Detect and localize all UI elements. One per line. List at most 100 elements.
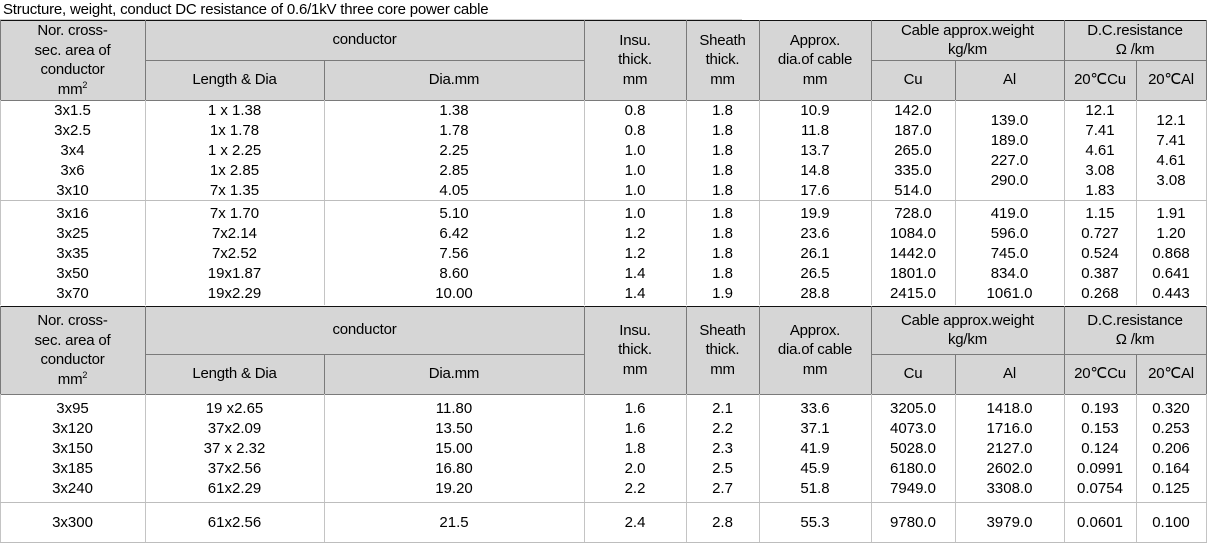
header-line: thick. (706, 50, 740, 70)
table-cell: 19.9 (759, 204, 871, 224)
row-divider (0, 394, 1207, 395)
column-divider (0, 306, 1, 394)
table-cell: 2.7 (686, 479, 759, 499)
column-divider (871, 306, 872, 394)
table-cell: 0.153 (1064, 419, 1136, 439)
header-line: mm2 (58, 370, 87, 390)
table-cell: 19x2.29 (145, 284, 324, 304)
table-cell: 728.0 (871, 204, 955, 224)
table-cell: 12.1 (1064, 101, 1136, 121)
header-weight: Cable approx.weight kg/km (871, 20, 1064, 60)
column-divider (584, 306, 585, 394)
table-cell: 10.9 (759, 101, 871, 121)
table-cell: 2127.0 (955, 439, 1064, 459)
header-line: Ω /km (1116, 40, 1155, 60)
table-cell: 3x25 (0, 224, 145, 244)
table-cell: 3x50 (0, 264, 145, 284)
header-line: dia.of cable (778, 50, 852, 70)
table-cell: 2.2 (584, 479, 686, 499)
table-cell: 0.727 (1064, 224, 1136, 244)
table-cell: 1061.0 (955, 284, 1064, 304)
column-divider (686, 100, 687, 200)
header-conductor: conductor (145, 306, 584, 354)
table-cell: 3x16 (0, 204, 145, 224)
table-cell: 7x 1.35 (145, 181, 324, 201)
table-cell: 596.0 (955, 224, 1064, 244)
header-line: Approx. (790, 321, 840, 341)
table-cell: 1.91 (1136, 204, 1206, 224)
table-cell: 0.125 (1136, 479, 1206, 499)
table-cell: 514.0 (871, 181, 955, 201)
table-cell: 0.0754 (1064, 479, 1136, 499)
header-line: sec. area of (35, 41, 111, 61)
table-cell: 5.10 (324, 204, 584, 224)
column-divider (145, 503, 146, 542)
header-line: Approx. (790, 31, 840, 51)
header-cu: Cu (871, 60, 955, 100)
table-cell: 41.9 (759, 439, 871, 459)
table-cell: 0.524 (1064, 244, 1136, 264)
header-line: mm (710, 70, 735, 90)
table-cell: 1.8 (686, 224, 759, 244)
table-cell: 0.100 (1136, 513, 1206, 533)
table-cell: 9780.0 (871, 513, 955, 533)
table-cell: 1801.0 (871, 264, 955, 284)
table-cell: 1.4 (584, 284, 686, 304)
column-divider (0, 503, 1, 542)
header-line: Nor. cross- (37, 311, 107, 331)
header-line: mm2 (58, 80, 87, 100)
table-cell: 1.0 (584, 141, 686, 161)
table-cell: 1.8 (686, 204, 759, 224)
column-divider (871, 503, 872, 542)
column-divider (145, 394, 146, 502)
table-cell: 0.206 (1136, 439, 1206, 459)
header-line: Ω /km (1116, 330, 1155, 350)
column-divider (584, 100, 585, 200)
table-cell: 2.0 (584, 459, 686, 479)
table-cell: 2.2 (686, 419, 759, 439)
column-divider (871, 20, 872, 100)
table-cell: 2.8 (686, 513, 759, 533)
header-line: dia.of cable (778, 340, 852, 360)
table-cell: 3979.0 (955, 513, 1064, 533)
table-cell: 7x2.52 (145, 244, 324, 264)
table-cell: 33.6 (759, 399, 871, 419)
table-cell: 11.80 (324, 399, 584, 419)
header-res-al: 20℃Al (1136, 60, 1206, 100)
table-cell: 4073.0 (871, 419, 955, 439)
header-resistance: D.C.resistance Ω /km (1064, 20, 1206, 60)
table-cell: 7.41 (1064, 121, 1136, 141)
table-cell: 1.78 (324, 121, 584, 141)
header-line: Sheath (699, 31, 745, 51)
table-cell: 61x2.29 (145, 479, 324, 499)
table-cell: 3308.0 (955, 479, 1064, 499)
column-divider (584, 20, 585, 100)
table-cell: 1.0 (584, 181, 686, 201)
table-cell: 1.20 (1136, 224, 1206, 244)
column-divider (871, 394, 872, 502)
table-cell: 1716.0 (955, 419, 1064, 439)
column-divider (759, 394, 760, 502)
header-insulation: Insu. thick. mm (584, 306, 686, 394)
table-cell: 45.9 (759, 459, 871, 479)
table-cell: 1.15 (1064, 204, 1136, 224)
table-cell: 1.38 (324, 101, 584, 121)
table-cell: 1084.0 (871, 224, 955, 244)
table-cell: 0.8 (584, 121, 686, 141)
table-cell: 37 x 2.32 (145, 439, 324, 459)
table-cell: 1418.0 (955, 399, 1064, 419)
table-cell: 187.0 (871, 121, 955, 141)
header-line: mm (803, 360, 828, 380)
column-divider (955, 394, 956, 502)
column-divider (584, 503, 585, 542)
table-cell: 1.8 (686, 141, 759, 161)
header-res-cu: 20℃Cu (1064, 354, 1136, 394)
header-length-dia: Length & Dia (145, 60, 324, 100)
table-cell: 3.08 (1136, 171, 1206, 191)
header-line: mm (710, 360, 735, 380)
header-approx-dia: Approx. dia.of cable mm (759, 306, 871, 394)
header-line: sec. area of (35, 331, 111, 351)
row-divider (145, 60, 584, 61)
table-cell: 7949.0 (871, 479, 955, 499)
header-cu: Cu (871, 354, 955, 394)
